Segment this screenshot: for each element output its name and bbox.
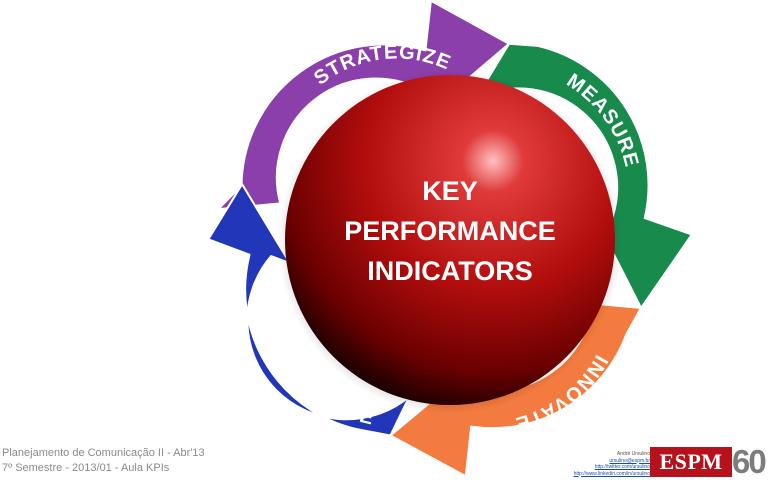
espm-logo: ESPM 60 — [650, 444, 768, 480]
center-title: KEY PERFORMANCE INDICATORS — [344, 176, 556, 286]
course-footer: Planejamento de Comunicação II - Abr'13 … — [2, 446, 205, 476]
author-email-link[interactable]: ursulino@espm.br — [609, 457, 650, 464]
author-name: André Ursulino — [616, 451, 650, 457]
course-semester: 7º Semestre - 2013/01 - Aula KPIs — [2, 462, 170, 474]
center-title-line-1: KEY — [422, 176, 478, 206]
center-title-line-2: PERFORMANCE — [344, 216, 556, 246]
espm-logo-text: ESPM — [650, 447, 732, 477]
author-credits: André Ursulino ursulino@espm.br http://t… — [480, 451, 650, 477]
center-sphere — [285, 75, 615, 405]
center-title-line-3: INDICATORS — [367, 256, 533, 286]
espm-logo-number: 60 — [732, 443, 767, 480]
author-twitter-link[interactable]: http://twitter.com/ursulino — [594, 464, 650, 470]
propagate-arrow — [207, 183, 411, 437]
course-title: Planejamento de Comunicação II - Abr'13 — [2, 447, 205, 459]
author-linkedin-link[interactable]: http://www.linkedin.com/in/ursulino — [573, 470, 650, 477]
